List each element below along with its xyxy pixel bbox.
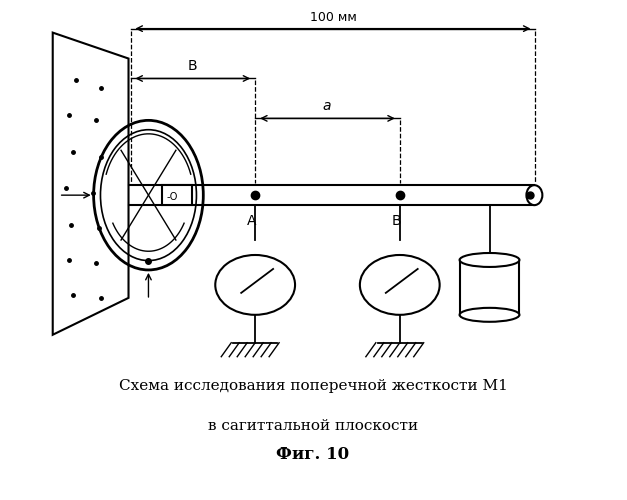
Text: В: В [392,214,401,228]
Text: в сагиттальной плоскости: в сагиттальной плоскости [208,418,418,432]
Ellipse shape [215,255,295,315]
Bar [460,260,519,315]
Bar [162,185,192,205]
Ellipse shape [527,185,542,205]
Ellipse shape [460,253,519,267]
Text: А: А [247,214,256,228]
Polygon shape [53,32,129,335]
Text: Фиг. 10: Фиг. 10 [277,446,350,464]
Text: Схема исследования поперечной жесткости М1: Схема исследования поперечной жесткости … [119,378,507,392]
Text: 100 мм: 100 мм [310,10,356,24]
Ellipse shape [460,308,519,322]
Text: -O: -O [166,192,178,202]
Text: а: а [323,100,331,114]
Text: В: В [187,60,197,74]
Ellipse shape [360,255,440,315]
